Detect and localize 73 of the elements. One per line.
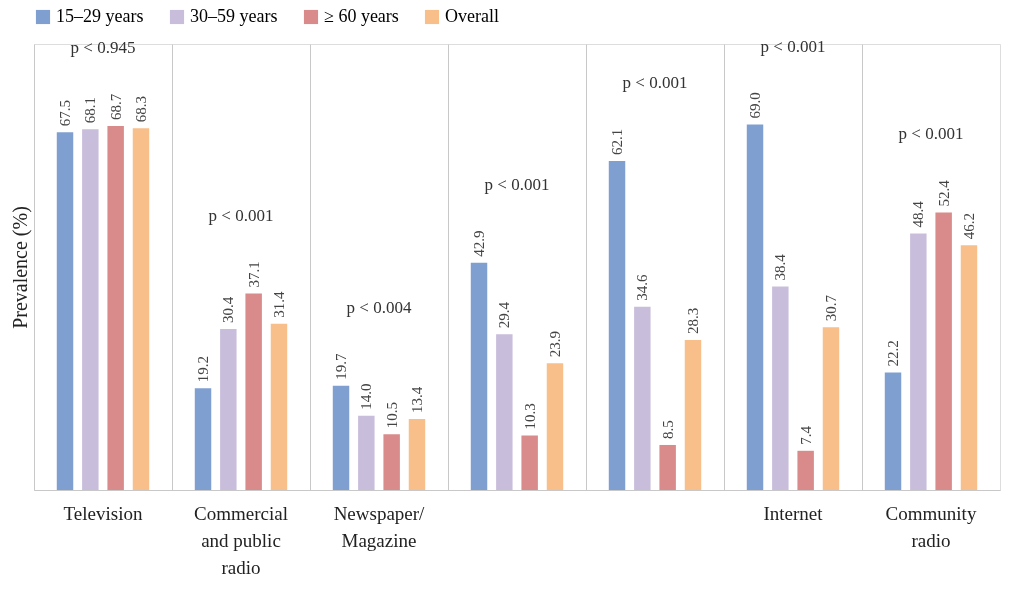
bar xyxy=(245,293,262,490)
data-label: 28.3 xyxy=(684,307,701,335)
data-label: 29.4 xyxy=(496,301,513,329)
bar xyxy=(496,334,513,490)
bar xyxy=(332,385,350,490)
data-label: 7.4 xyxy=(797,425,814,445)
bar xyxy=(521,435,538,490)
bar xyxy=(772,286,789,490)
bar xyxy=(383,434,400,490)
bar xyxy=(546,363,564,490)
legend-label: 30–59 years xyxy=(190,6,278,26)
text: p < 0.945 xyxy=(70,38,136,58)
bar xyxy=(822,327,840,490)
data-label: 30.7 xyxy=(822,294,839,322)
bar xyxy=(194,388,212,490)
bar xyxy=(82,129,99,490)
data-label: 68.7 xyxy=(107,93,124,121)
bar xyxy=(270,323,288,490)
bar xyxy=(107,126,124,490)
data-label: 23.9 xyxy=(546,331,563,358)
data-label: 22.2 xyxy=(885,340,902,367)
data-label: 10.5 xyxy=(383,402,400,429)
bar xyxy=(408,419,426,490)
bar xyxy=(884,372,902,490)
bar xyxy=(470,262,488,490)
bar xyxy=(960,245,978,490)
bar xyxy=(797,450,814,490)
data-label: 13.4 xyxy=(408,386,425,413)
data-label: 68.3 xyxy=(132,95,149,123)
bar xyxy=(634,306,651,490)
bar xyxy=(358,415,375,490)
data-label: 14.0 xyxy=(358,383,375,410)
data-label: 30.4 xyxy=(220,296,237,323)
bar xyxy=(659,444,676,490)
legend-label: 15–29 years xyxy=(56,6,144,26)
data-label: 69.0 xyxy=(747,92,764,119)
bar xyxy=(684,340,702,490)
bar xyxy=(56,132,74,490)
bar xyxy=(220,328,237,490)
data-label: 19.7 xyxy=(333,352,350,380)
annotation: p < 0.004 xyxy=(346,297,412,317)
legend-label: Overall xyxy=(445,6,499,26)
x-tick-label: Internet xyxy=(763,502,824,524)
data-label: 19.2 xyxy=(195,356,212,383)
bar xyxy=(608,160,626,490)
bar xyxy=(132,128,150,490)
bar xyxy=(910,233,927,490)
data-label: 34.6 xyxy=(634,273,651,301)
data-label: 37.1 xyxy=(245,261,262,288)
y-axis-title: Prevalence (%) xyxy=(8,206,32,329)
bar xyxy=(746,124,764,490)
x-tick-label: Television xyxy=(63,502,143,524)
text: p < 0.001 xyxy=(760,36,826,56)
x-tick-label: Community radio xyxy=(885,502,977,551)
data-label: 8.5 xyxy=(659,420,676,439)
data-label: 38.4 xyxy=(772,253,789,281)
data-label: 62.1 xyxy=(609,128,626,155)
legend-label: ≥ 60 years xyxy=(324,6,399,26)
data-label: 67.5 xyxy=(57,100,74,127)
annotation: p < 0.001 xyxy=(484,174,550,194)
bar xyxy=(935,212,952,490)
data-label: 68.1 xyxy=(82,96,99,124)
data-label: 10.3 xyxy=(521,403,538,430)
data-label: 46.2 xyxy=(960,212,977,240)
annotation: p < 0.001 xyxy=(898,124,964,144)
data-label: 52.4 xyxy=(935,179,952,207)
data-label: 48.4 xyxy=(910,200,927,228)
data-label: 42.9 xyxy=(471,230,488,257)
text: p < 0.001 xyxy=(622,73,688,93)
x-tick-label: Newspaper/Magazine xyxy=(333,502,426,551)
annotation: p < 0.001 xyxy=(208,205,274,225)
x-tick-label: Commercial and public radio xyxy=(194,502,288,578)
data-label: 31.4 xyxy=(270,290,287,318)
